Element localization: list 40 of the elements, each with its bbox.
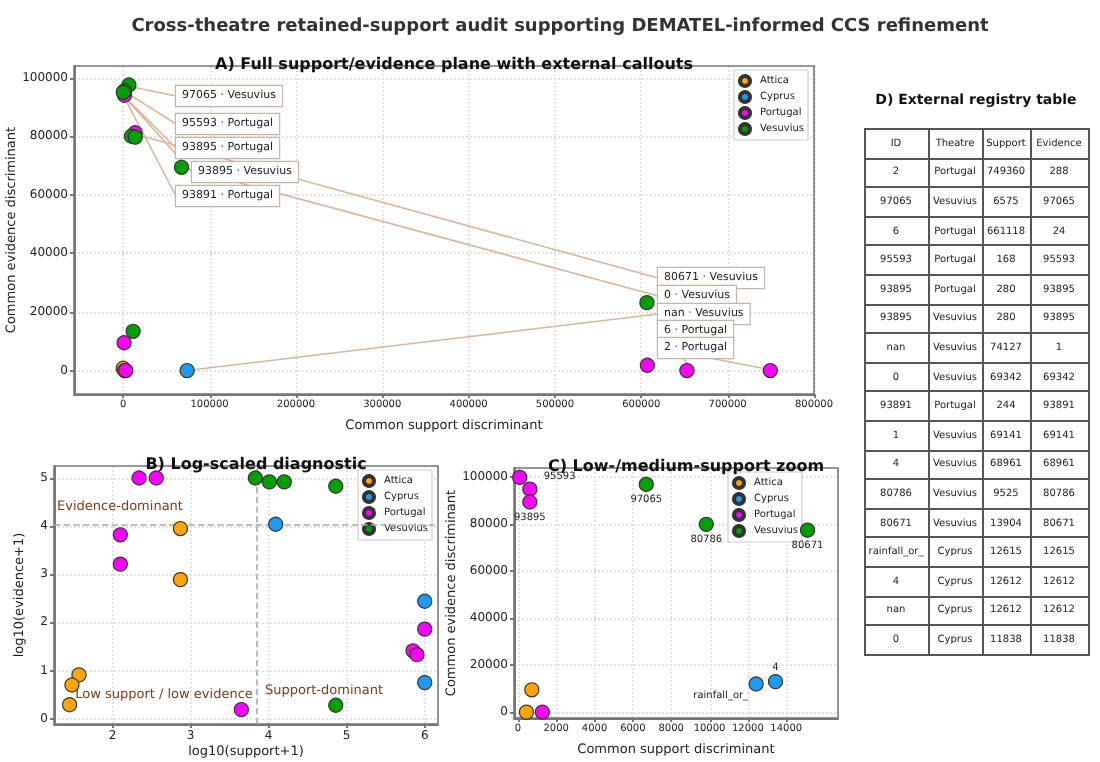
point — [799, 522, 816, 538]
point — [518, 704, 535, 720]
point — [148, 470, 164, 486]
point — [638, 476, 654, 493]
point — [172, 520, 189, 537]
point — [522, 494, 538, 510]
point — [261, 474, 278, 490]
point — [173, 159, 190, 175]
point — [328, 478, 344, 494]
point — [522, 481, 538, 497]
point — [64, 677, 80, 693]
point — [417, 621, 433, 637]
chart-title: B) Log-scaled diagnostic — [145, 455, 368, 473]
point — [276, 474, 292, 490]
point — [639, 357, 655, 373]
chart-title: Cross-theatre retained-support audit supporting DEMATEL-informed CCS refinement — [131, 17, 990, 37]
point — [698, 516, 714, 532]
point — [512, 469, 528, 485]
point — [417, 593, 433, 609]
point — [71, 667, 87, 683]
point — [748, 676, 764, 692]
point — [679, 362, 695, 379]
point — [112, 556, 128, 572]
point — [639, 295, 655, 311]
point — [767, 674, 784, 690]
point — [179, 362, 195, 379]
point — [62, 697, 78, 713]
point — [328, 697, 344, 713]
point — [131, 470, 147, 486]
point — [268, 516, 284, 532]
point — [125, 323, 141, 339]
point — [172, 572, 189, 588]
point — [417, 675, 433, 691]
chart-subtitle: A) Full support/evidence plane with external callouts — [215, 55, 694, 73]
point — [116, 335, 132, 351]
point — [524, 682, 540, 698]
point — [112, 527, 128, 543]
point — [233, 701, 249, 718]
point — [534, 704, 550, 720]
point — [762, 362, 778, 379]
